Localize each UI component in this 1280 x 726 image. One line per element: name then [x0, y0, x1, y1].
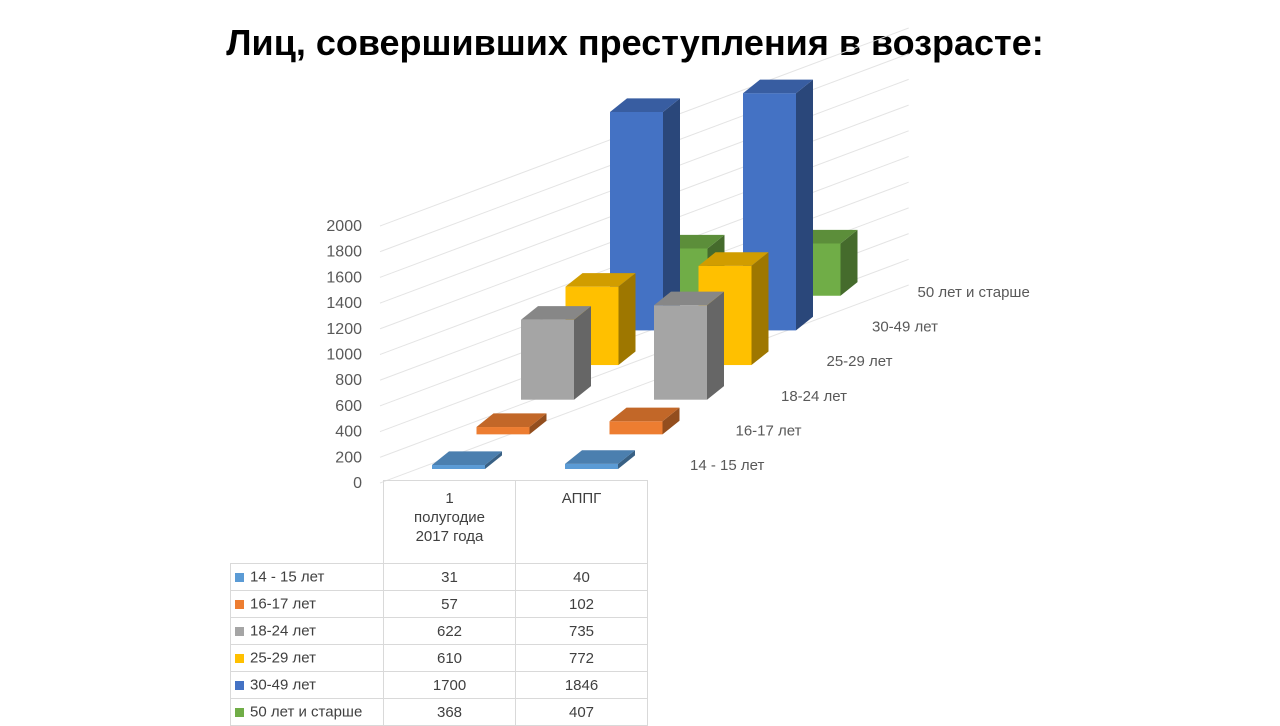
- bar-top: [565, 450, 635, 464]
- table-value-cell: 31: [383, 563, 516, 591]
- bar: [476, 413, 547, 435]
- table-header-row: 1 полугодие 2017 года АППГ: [231, 480, 648, 564]
- legend-label: 18-24 лет: [250, 622, 316, 640]
- bar-top: [654, 291, 724, 306]
- bar-side: [618, 450, 635, 469]
- bar-top: [610, 98, 680, 112]
- bar: [565, 273, 636, 366]
- bar-side: [707, 291, 724, 400]
- table-legend-cell: 30-49 лет: [230, 671, 384, 699]
- table-header-cell: 1 полугодие 2017 года: [383, 480, 516, 564]
- bar-top: [565, 273, 636, 287]
- bar-top: [476, 413, 547, 428]
- y-tick-label: 1400: [326, 295, 362, 312]
- bar-top: [743, 79, 813, 94]
- bar: [654, 291, 724, 400]
- gridline-side: [379, 284, 909, 484]
- bar: [609, 407, 680, 435]
- bar-side: [751, 252, 769, 366]
- table-row: 25-29 лет 610 772: [230, 644, 648, 672]
- legend-key-icon: [235, 572, 244, 582]
- y-tick-label: 0: [353, 475, 362, 492]
- series-axis-label: 14 - 15 лет: [690, 457, 764, 474]
- table-value-cell: 368: [383, 698, 516, 726]
- table-value-cell: 57: [383, 590, 516, 618]
- table-value-cell: 407: [515, 698, 648, 726]
- legend-key-icon: [235, 599, 244, 609]
- bar-front: [565, 463, 618, 469]
- series-axis-label: 16-17 лет: [736, 422, 802, 439]
- legend-key-icon: [235, 626, 244, 636]
- legend-key-icon: [235, 707, 244, 717]
- bar-side: [485, 451, 502, 469]
- y-tick-label: 200: [335, 449, 362, 466]
- table-legend-cell: 50 лет и старше: [230, 698, 384, 726]
- y-axis: 0 200 400 600 800 1000 1200 1400 1600 1800 2000: [326, 218, 362, 492]
- table-row: 18-24 лет 622 735: [230, 617, 648, 645]
- bar-side: [618, 273, 636, 366]
- legend-label: 30-49 лет: [250, 676, 316, 694]
- bar-top: [698, 252, 769, 266]
- y-tick-label: 800: [335, 372, 362, 389]
- bar-front: [654, 305, 707, 400]
- table-row: 50 лет и старше 368 407: [230, 698, 648, 726]
- bar-side: [529, 413, 547, 435]
- legend-label: 16-17 лет: [250, 595, 316, 613]
- bar-side: [663, 98, 680, 331]
- table-value-cell: 622: [383, 617, 516, 645]
- legend-key-icon: [235, 653, 244, 663]
- series-axis-label: 50 лет и старше: [918, 284, 1030, 301]
- bar: [432, 451, 502, 469]
- bar: [565, 450, 635, 469]
- y-tick-label: 1200: [326, 321, 362, 338]
- legend-key-icon: [235, 680, 244, 690]
- bars: [432, 79, 858, 469]
- bar: [521, 306, 591, 400]
- y-tick-label: 1600: [326, 269, 362, 286]
- y-tick-label: 2000: [326, 218, 362, 235]
- bar: [743, 79, 813, 331]
- bar-side: [662, 407, 680, 435]
- depth-axis: 14 - 15 лет 16-17 лет 18-24 лет 25-29 лет 30…: [690, 284, 1030, 474]
- legend-label: 50 лет и старше: [250, 703, 363, 721]
- series-axis-label: 18-24 лет: [781, 388, 847, 405]
- table-value-cell: 40: [515, 563, 648, 591]
- y-tick-label: 600: [335, 398, 362, 415]
- bar-front: [432, 465, 485, 469]
- bar-front: [521, 319, 574, 400]
- table-row: 30-49 лет 1700 1846: [230, 671, 648, 699]
- table-value-cell: 772: [515, 644, 648, 672]
- bar-front: [609, 421, 663, 435]
- series-axis-label: 25-29 лет: [827, 353, 893, 370]
- table-corner: [231, 481, 384, 564]
- table-legend-cell: 18-24 лет: [230, 617, 384, 645]
- series-axis-label: 30-49 лет: [872, 319, 938, 336]
- bar-side: [574, 306, 591, 400]
- bar-front: [476, 427, 530, 435]
- table-legend-cell: 16-17 лет: [230, 590, 384, 618]
- bar-top: [521, 306, 591, 320]
- table-row: 16-17 лет 57 102: [230, 590, 648, 618]
- table-value-cell: 1846: [515, 671, 648, 699]
- table-legend-cell: 25-29 лет: [230, 644, 384, 672]
- data-table: 1 полугодие 2017 года АППГ 14 - 15 лет 31…: [230, 480, 648, 726]
- y-tick-label: 1800: [326, 244, 362, 261]
- bar-top: [609, 407, 680, 422]
- table-value-cell: 735: [515, 617, 648, 645]
- bar-side: [796, 79, 813, 331]
- bar-top: [432, 451, 502, 466]
- y-tick-label: 1000: [326, 347, 362, 364]
- table-legend-cell: 14 - 15 лет: [230, 563, 384, 591]
- table-value-cell: 1700: [383, 671, 516, 699]
- legend-label: 25-29 лет: [250, 649, 316, 667]
- bar-side: [840, 229, 858, 296]
- table-row: 14 - 15 лет 31 40: [230, 563, 648, 591]
- legend-label: 14 - 15 лет: [250, 568, 325, 586]
- y-tick-label: 400: [335, 424, 362, 441]
- table-header-cell: АППГ: [515, 480, 648, 564]
- table-value-cell: 610: [383, 644, 516, 672]
- table-value-cell: 102: [515, 590, 648, 618]
